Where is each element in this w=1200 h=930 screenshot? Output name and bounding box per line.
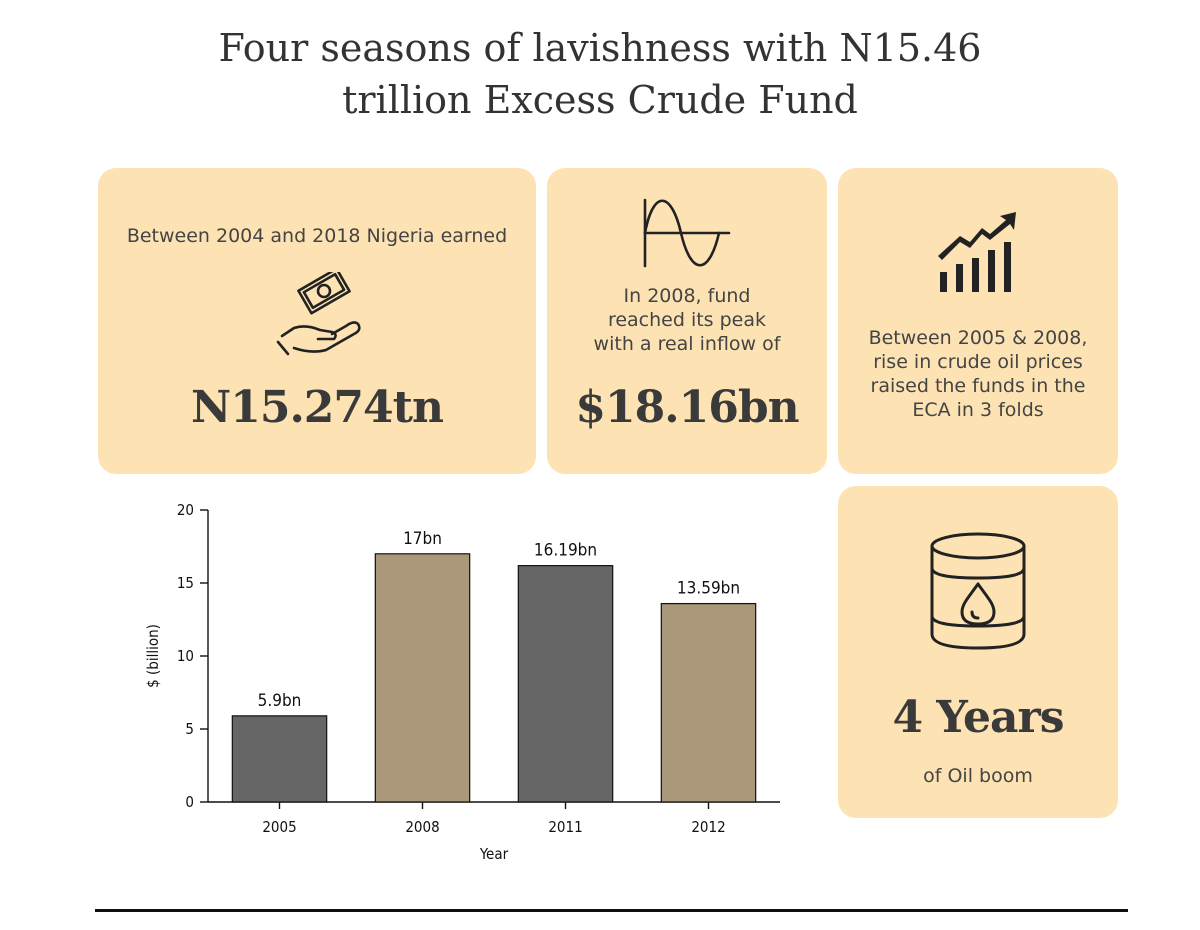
peak-card: In 2008, fund reached its peak with a re… xyxy=(547,168,827,474)
earned-card: Between 2004 and 2018 Nigeria earned N15… xyxy=(98,168,536,474)
earned-text: Between 2004 and 2018 Nigeria earned xyxy=(126,225,508,247)
bar-chart: 0 5 10 15 20 2005 2008 2011 2012 5.9bn 17bn 16.19… xyxy=(144,501,780,863)
boom-text: of Oil boom xyxy=(923,765,1033,787)
oil-boom-card: 4 Years of Oil boom xyxy=(838,486,1118,818)
bar-2008 xyxy=(374,553,471,803)
earned-stat: N15.274tn xyxy=(191,382,444,433)
data-label: 17bn xyxy=(403,529,442,549)
x-axis: 2005 2008 2011 2012 xyxy=(208,801,780,836)
y-tick-label: 10 xyxy=(177,647,194,665)
rise-text-line-3: raised the funds in the xyxy=(870,375,1086,397)
rise-card: Between 2005 & 2008, rise in crude oil p… xyxy=(838,168,1118,474)
peak-text: In 2008, fund reached its peak with a re… xyxy=(547,284,827,356)
rise-text: Between 2005 & 2008, rise in crude oil p… xyxy=(838,326,1118,422)
wave-icon xyxy=(643,198,731,268)
growth-chart-icon xyxy=(938,212,1016,292)
y-tick-label: 0 xyxy=(185,793,194,811)
y-axis: 0 5 10 15 20 xyxy=(177,501,209,811)
data-label: 13.59bn xyxy=(677,579,740,599)
rise-text-line-1: Between 2005 & 2008, xyxy=(868,327,1088,349)
bar-2011 xyxy=(517,565,614,803)
data-label: 16.19bn xyxy=(534,541,597,561)
x-tick-label: 2012 xyxy=(691,818,725,836)
x-tick-label: 2008 xyxy=(405,818,439,836)
title-line-1: Four seasons of lavishness with N15.46 xyxy=(218,26,982,70)
y-tick-label: 5 xyxy=(185,720,194,738)
x-axis-label: Year xyxy=(479,845,509,863)
money-hand-icon xyxy=(276,272,361,356)
x-tick-label: 2005 xyxy=(262,818,296,836)
boom-stat: 4 Years xyxy=(892,692,1065,743)
peak-text-line-2: reached its peak xyxy=(607,309,767,331)
bottom-divider xyxy=(95,909,1128,912)
data-label: 5.9bn xyxy=(258,691,302,711)
peak-stat: $18.16bn xyxy=(575,382,799,433)
page-title: Four seasons of lavishness with N15.46 t… xyxy=(100,22,1100,126)
x-tick-label: 2011 xyxy=(548,818,582,836)
y-tick-label: 20 xyxy=(177,501,194,519)
title-line-2: trillion Excess Crude Fund xyxy=(342,78,858,122)
y-tick-label: 15 xyxy=(177,574,194,592)
peak-text-line-1: In 2008, fund xyxy=(623,285,751,307)
bar-2005 xyxy=(231,715,328,803)
bars: 5.9bn 17bn 16.19bn 13.59bn xyxy=(231,529,757,803)
bar-2012 xyxy=(660,602,757,803)
rise-text-line-4: ECA in 3 folds xyxy=(912,399,1044,421)
peak-text-line-3: with a real inflow of xyxy=(593,333,781,355)
rise-text-line-2: rise in crude oil prices xyxy=(873,351,1083,373)
oil-barrel-icon xyxy=(930,532,1026,650)
y-axis-label: $ (billion) xyxy=(144,624,162,688)
